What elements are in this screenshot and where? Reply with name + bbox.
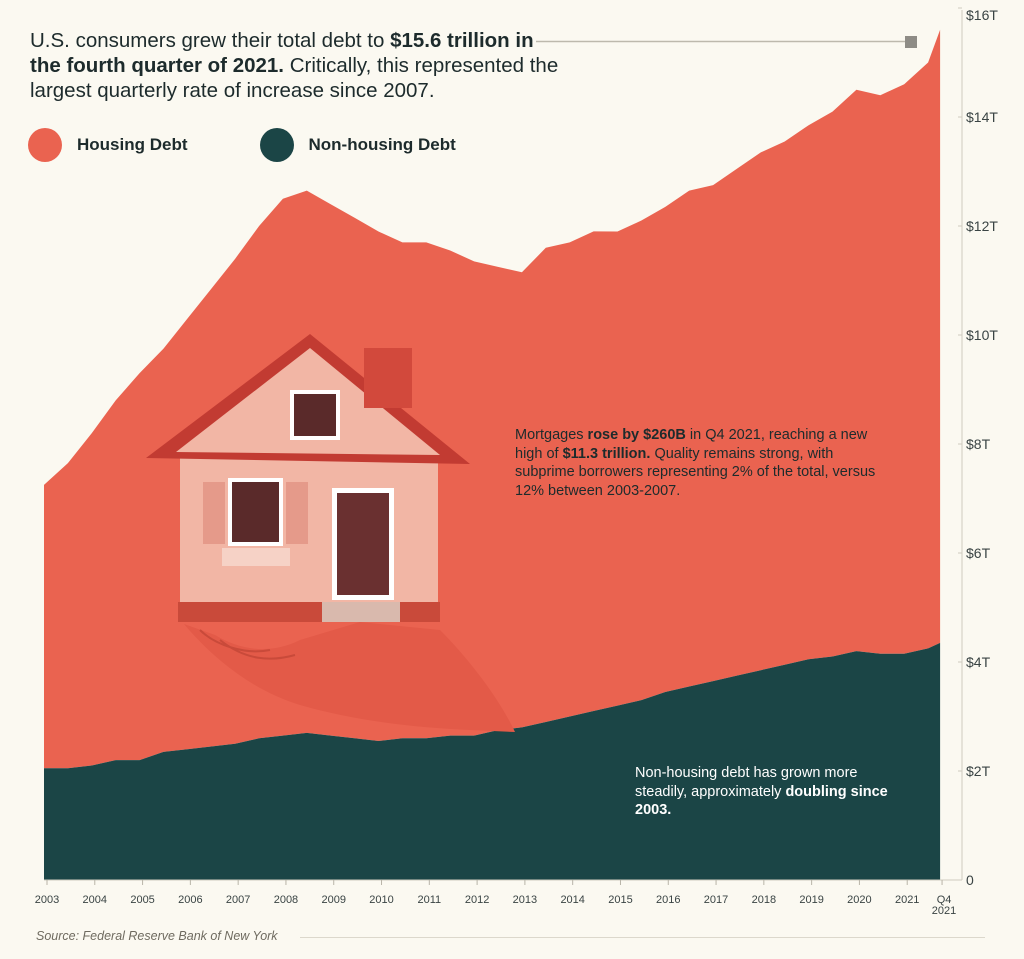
x-end-label: Q4 bbox=[937, 894, 952, 906]
x-tick-label: 2004 bbox=[83, 894, 107, 906]
area-non-housing-debt bbox=[44, 642, 941, 880]
annotation-mortgages: Mortgages rose by $260B in Q4 2021, reac… bbox=[515, 427, 876, 499]
y-tick-label: $12T bbox=[966, 218, 998, 234]
x-tick-label: 2003 bbox=[35, 894, 59, 906]
total-debt-pointer bbox=[536, 36, 917, 48]
x-tick-label: 2009 bbox=[321, 894, 345, 906]
x-tick-label: 2008 bbox=[274, 894, 298, 906]
annotation-non-housing: Non-housing debt has grown more steadily… bbox=[635, 765, 888, 818]
x-tick-label: 2015 bbox=[608, 894, 632, 906]
x-tick-label: 2016 bbox=[656, 894, 680, 906]
x-tick-label: 2018 bbox=[752, 894, 776, 906]
y-tick-label: $16T bbox=[966, 7, 998, 23]
x-tick-label: 2011 bbox=[417, 894, 441, 906]
x-tick-label: 2019 bbox=[799, 894, 823, 906]
x-tick-label: 2005 bbox=[130, 894, 154, 906]
legend-swatch-nonhousing bbox=[259, 128, 294, 162]
y-tick-label: $2T bbox=[966, 763, 991, 779]
legend-swatch-housing bbox=[28, 128, 62, 162]
x-tick-label: 2006 bbox=[178, 894, 202, 906]
x-tick-label: 2020 bbox=[847, 894, 871, 906]
source-divider bbox=[300, 937, 985, 938]
headline: U.S. consumers grew their total debt to … bbox=[30, 29, 559, 102]
x-tick-label: 2012 bbox=[465, 894, 489, 906]
legend-item-housing: Housing Debt bbox=[28, 128, 188, 162]
y-tick-label: 0 bbox=[966, 872, 974, 888]
x-tick-label: 2010 bbox=[369, 894, 393, 906]
house-on-hand-illustration bbox=[146, 334, 515, 732]
y-tick-label: $10T bbox=[966, 327, 998, 343]
x-tick-label: 2013 bbox=[513, 894, 537, 906]
y-tick-label: $4T bbox=[966, 654, 991, 670]
y-tick-label: $14T bbox=[966, 109, 998, 125]
x-tick-label: 2021 bbox=[895, 894, 919, 906]
legend-label-nonhousing: Non-housing Debt bbox=[308, 135, 456, 154]
y-tick-label: $8T bbox=[966, 436, 991, 452]
legend-label-housing: Housing Debt bbox=[77, 135, 188, 154]
axis-layer: 0 $2T $4T $6T $8T $10T $12T $14T $16T 2003 2004 200… bbox=[35, 7, 999, 917]
x-tick-label: 2014 bbox=[560, 894, 584, 906]
legend-item-nonhousing: Non-housing Debt bbox=[259, 128, 456, 162]
y-tick-label: $6T bbox=[966, 545, 991, 561]
legend: Housing Debt Non-housing Debt bbox=[28, 128, 528, 162]
x-end-label: 2021 bbox=[932, 905, 956, 917]
source-note: Source: Federal Reserve Bank of New York bbox=[36, 929, 278, 943]
x-tick-label: 2007 bbox=[226, 894, 250, 906]
x-tick-label: 2017 bbox=[704, 894, 728, 906]
